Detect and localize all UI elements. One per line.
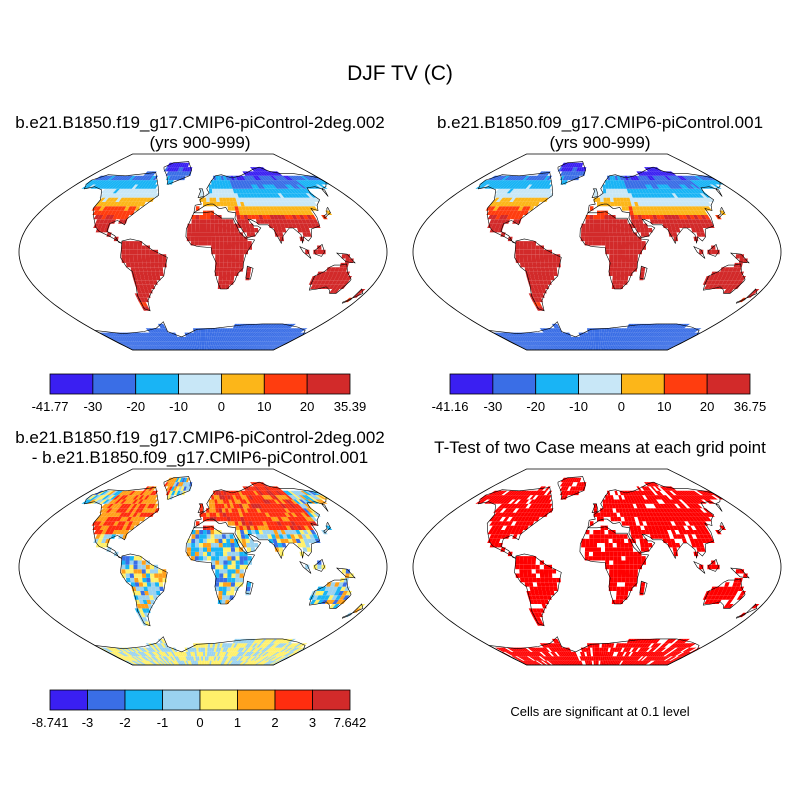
colorbar-difference-label: -3 xyxy=(82,715,94,730)
colorbar-case2-label: 20 xyxy=(700,399,714,414)
colorbar-case2-swatch xyxy=(621,373,665,395)
panel-case1-title-line2: (yrs 900-999) xyxy=(149,133,251,152)
panel-case2-title: b.e21.B1850.f09_g17.CMIP6-piControl.001 … xyxy=(400,113,800,153)
colorbar-difference-swatch xyxy=(124,689,163,711)
colorbar-case1-label: -20 xyxy=(126,399,145,414)
colorbar-difference-swatch xyxy=(237,689,276,711)
colorbar-case1-label: -30 xyxy=(83,399,102,414)
colorbar-difference-label: -8.741 xyxy=(32,715,69,730)
colorbar-case2-label: -41.16 xyxy=(432,399,469,414)
panel-case2-title-line2: (yrs 900-999) xyxy=(549,133,651,152)
panel-difference-title-line2: - b.e21.B1850.f09_g17.CMIP6-piControl.00… xyxy=(31,448,369,467)
colorbar-case2-label: 10 xyxy=(657,399,671,414)
colorbar-case2-swatch xyxy=(663,373,708,395)
colorbar-case2-label: -20 xyxy=(526,399,545,414)
colorbar-case1-label: -10 xyxy=(169,399,188,414)
colorbar-case2-label: 0 xyxy=(618,399,625,414)
colorbar-case1-swatch xyxy=(306,373,351,395)
colorbar-difference-swatch xyxy=(199,689,238,711)
colorbar-difference-swatch xyxy=(49,689,88,711)
map-case2 xyxy=(412,152,782,352)
colorbar-case2-swatch xyxy=(706,373,751,395)
significance-note: Cells are significant at 0.1 level xyxy=(510,704,690,719)
colorbar-difference: -8.741 -3 -2 -1 0 1 2 3 7.642 xyxy=(32,689,367,730)
colorbar-case2-swatch xyxy=(578,373,622,395)
colorbar-case1: -41.77 -30 -20 -10 0 10 20 35.39 xyxy=(32,373,367,414)
colorbar-case1-label: 35.39 xyxy=(334,399,367,414)
panel-case1-title-line1: b.e21.B1850.f19_g17.CMIP6-piControl-2deg… xyxy=(15,113,385,132)
colorbar-difference-label: 3 xyxy=(309,715,316,730)
panel-ttest-title-line1: T-Test of two Case means at each grid po… xyxy=(434,438,766,457)
colorbar-case1-label: 10 xyxy=(257,399,271,414)
colorbar-case2-label: -10 xyxy=(569,399,588,414)
colorbar-case1-swatch xyxy=(221,373,265,395)
colorbar-case2-swatch xyxy=(449,373,494,395)
colorbar-difference-label: 7.642 xyxy=(334,715,367,730)
colorbar-case1-swatch xyxy=(263,373,308,395)
colorbar-case1-swatch xyxy=(178,373,222,395)
map-case1 xyxy=(18,152,388,352)
panel-difference-title: b.e21.B1850.f19_g17.CMIP6-piControl-2deg… xyxy=(0,428,400,468)
colorbar-case2-swatch xyxy=(535,373,579,395)
figure-title: DJF TV (C) xyxy=(347,62,453,85)
colorbar-difference-swatch xyxy=(274,689,313,711)
colorbar-difference-label: -1 xyxy=(157,715,169,730)
colorbar-case1-swatch xyxy=(49,373,94,395)
colorbar-difference-swatch xyxy=(87,689,126,711)
panel-case2-title-line1: b.e21.B1850.f09_g17.CMIP6-piControl.001 xyxy=(436,113,764,132)
colorbar-case2-label: 36.75 xyxy=(734,399,767,414)
map-ttest xyxy=(412,467,782,667)
colorbar-case1-swatch xyxy=(92,373,137,395)
colorbar-difference-swatch xyxy=(312,689,351,711)
colorbar-difference-label: 0 xyxy=(196,715,203,730)
colorbar-case2-label: -30 xyxy=(483,399,502,414)
colorbar-difference-label: 2 xyxy=(271,715,278,730)
colorbar-case2-swatch xyxy=(492,373,537,395)
colorbar-case1-label: 0 xyxy=(218,399,225,414)
colorbar-difference-swatch xyxy=(162,689,201,711)
panel-ttest-title: T-Test of two Case means at each grid po… xyxy=(400,438,800,458)
colorbar-difference-label: -2 xyxy=(119,715,131,730)
panel-difference-title-line1: b.e21.B1850.f19_g17.CMIP6-piControl-2deg… xyxy=(15,428,385,447)
colorbar-case2: -41.16 -30 -20 -10 0 10 20 36.75 xyxy=(432,373,767,414)
colorbar-case1-swatch xyxy=(135,373,179,395)
map-difference xyxy=(18,467,388,667)
colorbar-difference-label: 1 xyxy=(234,715,241,730)
panel-case1-title: b.e21.B1850.f19_g17.CMIP6-piControl-2deg… xyxy=(0,113,400,153)
colorbar-case1-label: -41.77 xyxy=(32,399,69,414)
colorbar-case1-label: 20 xyxy=(300,399,314,414)
